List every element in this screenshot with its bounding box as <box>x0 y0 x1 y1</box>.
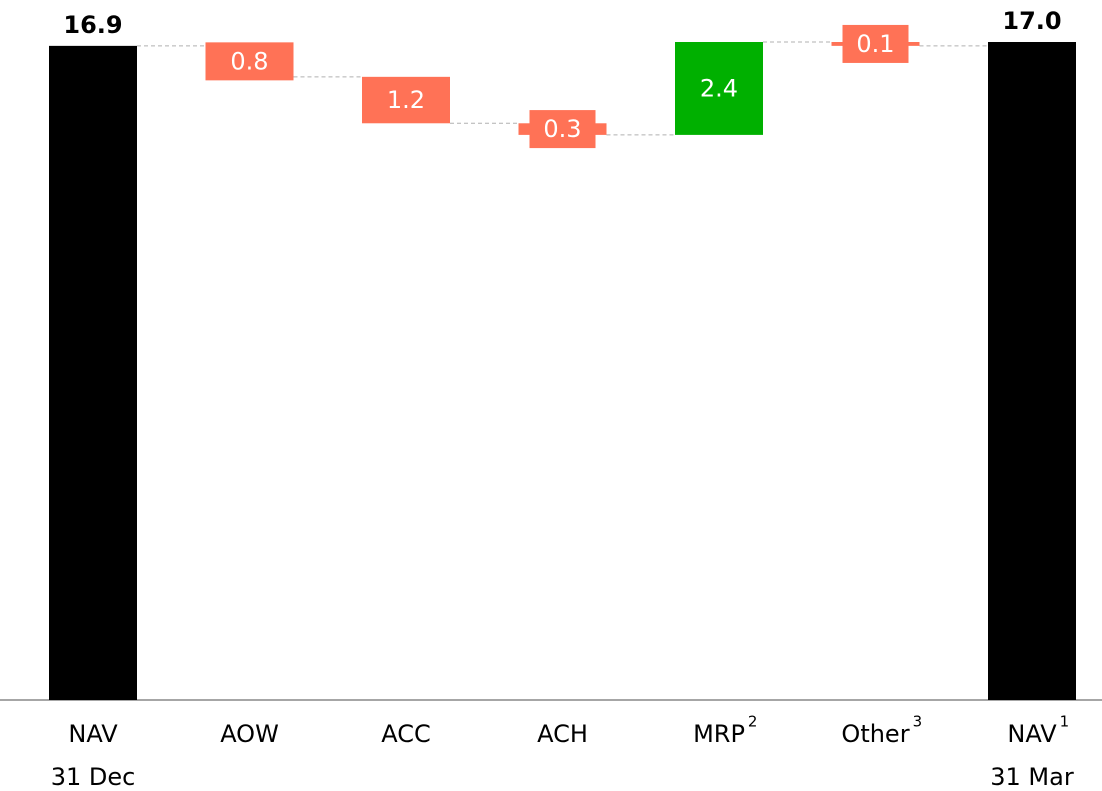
value-label-background <box>842 24 909 63</box>
value-label: 2.4 <box>700 74 738 102</box>
x-tick-label: ACC <box>381 720 431 748</box>
x-tick-sublabel: 31 Mar <box>990 763 1074 791</box>
value-label: 0.3 <box>543 115 581 143</box>
value-label-background <box>529 110 596 149</box>
bar <box>362 76 450 124</box>
value-label-background <box>205 42 294 81</box>
footnote-mark: 3 <box>913 713 923 731</box>
x-tick-label: MRP <box>693 720 745 748</box>
value-label: 17.0 <box>1002 7 1061 35</box>
footnote-mark: 1 <box>1060 713 1070 731</box>
x-tick-label: NAV <box>68 720 118 748</box>
x-tick-label: ACH <box>537 720 588 748</box>
x-tick-label: AOW <box>220 720 279 748</box>
x-tick-sublabel: 31 Dec <box>51 763 136 791</box>
x-tick-label: NAV <box>1007 720 1057 748</box>
bar <box>675 42 763 135</box>
value-label: 16.9 <box>63 11 122 39</box>
value-label: 0.1 <box>856 30 894 58</box>
value-label: 1.2 <box>387 86 425 114</box>
bar <box>988 42 1076 700</box>
value-label: 0.8 <box>230 47 268 75</box>
footnote-mark: 2 <box>748 713 758 731</box>
x-tick-label: Other <box>841 720 909 748</box>
bar <box>49 45 137 700</box>
